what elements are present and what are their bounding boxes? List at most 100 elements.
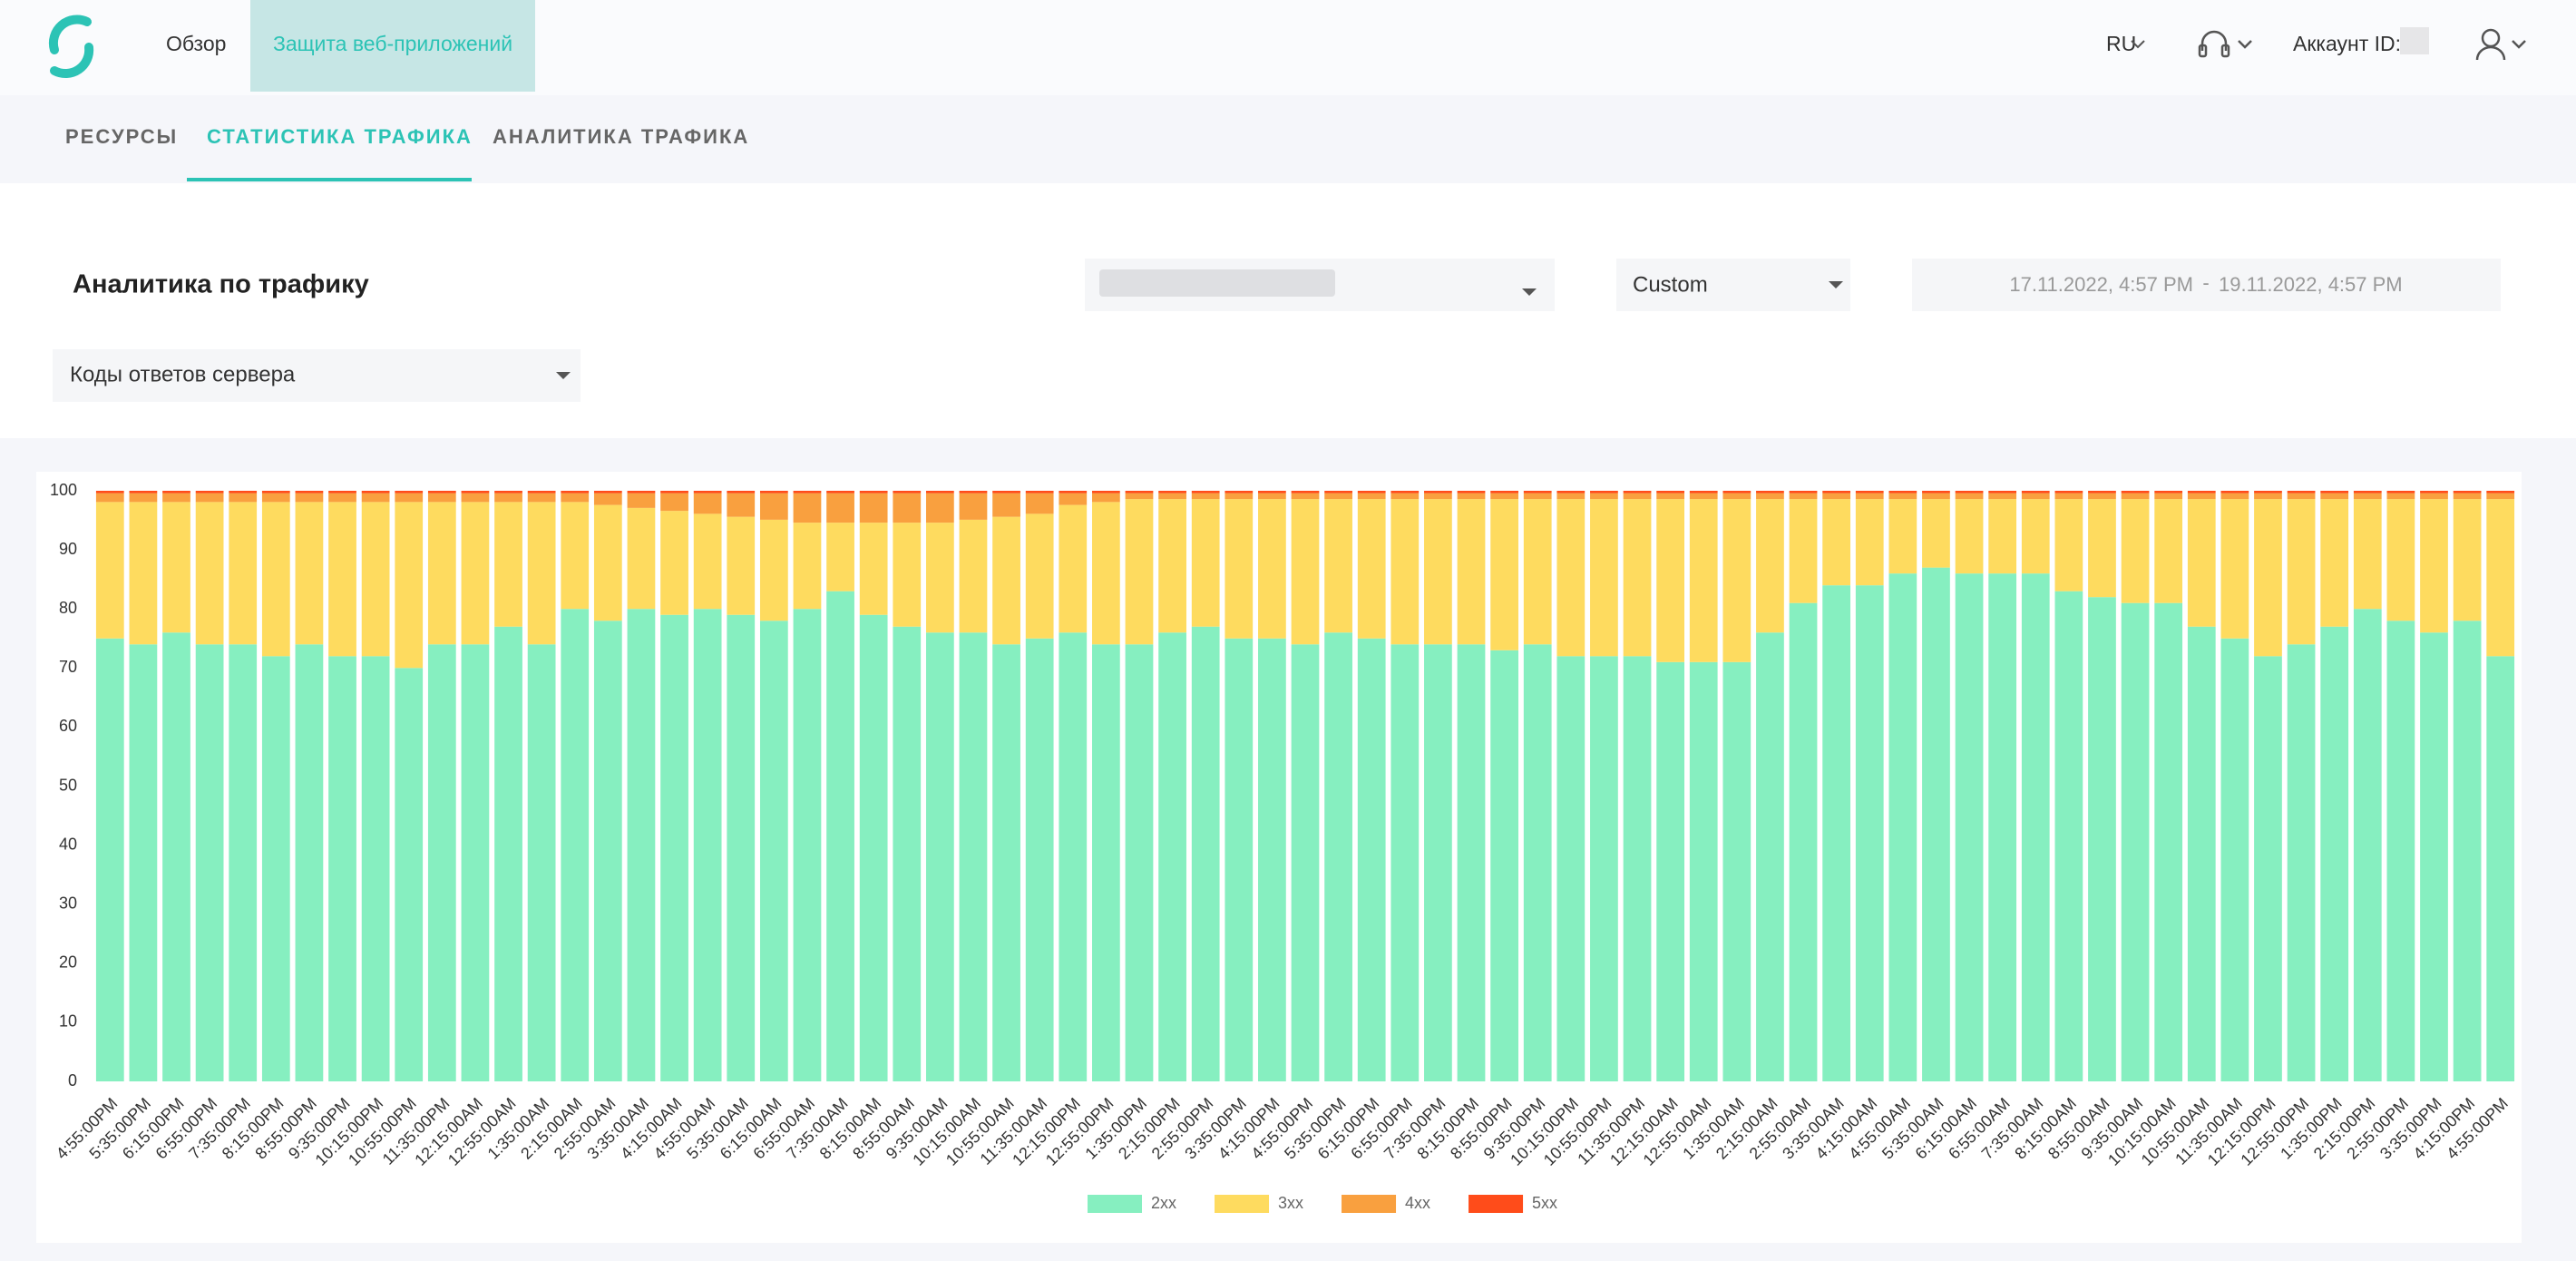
bar-segment: [494, 626, 522, 1081]
bar-segment: [1490, 491, 1518, 494]
bar-segment: [1025, 491, 1054, 494]
bar-segment: [859, 493, 888, 523]
legend-label: 2xx: [1151, 1194, 1176, 1212]
bar-segment: [2121, 493, 2150, 500]
bar-segment: [1125, 493, 1154, 500]
bar-segment: [295, 493, 324, 503]
bar-segment: [1191, 626, 1220, 1081]
bar-segment: [261, 502, 290, 657]
bar-segment: [2054, 499, 2083, 591]
period-value: Custom: [1633, 272, 1708, 297]
bar-segment: [959, 519, 988, 633]
bar-segment: [1490, 650, 1518, 1081]
bar-segment: [2054, 591, 2083, 1081]
bar-segment: [494, 502, 522, 627]
bar-segment: [1955, 573, 1984, 1081]
bar-segment: [593, 504, 622, 621]
bar-segment: [925, 632, 954, 1081]
y-tick-label: 50: [59, 776, 77, 794]
bar-segment: [2353, 493, 2382, 500]
bar-segment: [129, 491, 158, 494]
bar-segment: [627, 609, 656, 1081]
language[interactable]: RU: [2106, 32, 2136, 55]
bar-segment: [1955, 493, 1984, 500]
bar-segment: [2220, 499, 2249, 639]
bar-segment: [1590, 656, 1618, 1081]
bar-segment: [2420, 632, 2448, 1081]
bar-segment: [1025, 513, 1054, 639]
bar-segment: [627, 491, 656, 494]
bar-segment: [1590, 491, 1618, 494]
bar-segment: [1888, 493, 1917, 500]
tab-active[interactable]: СТАТИСТИКА ТРАФИКА: [207, 125, 473, 148]
bar-segment: [195, 644, 224, 1081]
bar-segment: [1556, 491, 1586, 494]
bar-segment: [261, 656, 290, 1081]
user-icon[interactable]: [2475, 28, 2526, 61]
y-tick-label: 60: [59, 717, 77, 735]
bar-segment: [2220, 493, 2249, 500]
bar-segment: [2287, 499, 2316, 645]
bar-segment: [793, 609, 822, 1081]
bar-segment: [859, 523, 888, 615]
bar-segment: [1722, 661, 1751, 1081]
bar-segment: [361, 493, 390, 503]
bar-segment: [2121, 499, 2150, 603]
bar-segment: [561, 493, 590, 503]
bar-segment: [1191, 491, 1220, 494]
date-range[interactable]: [1912, 259, 2501, 311]
legend-label: 5xx: [1532, 1194, 1557, 1212]
tab[interactable]: АНАЛИТИКА ТРАФИКА: [493, 125, 749, 148]
logo[interactable]: [48, 15, 94, 79]
bar-segment: [1390, 499, 1420, 645]
bar-segment: [959, 491, 988, 494]
bar-segment: [959, 493, 988, 520]
bar-segment: [1025, 638, 1054, 1081]
bar-segment: [2088, 491, 2116, 494]
bar-segment: [2254, 491, 2282, 494]
period-select[interactable]: [1616, 259, 1850, 311]
bar-segment: [461, 502, 490, 645]
bar-segment: [925, 523, 954, 633]
y-tick-label: 80: [59, 599, 77, 617]
bar-segment: [2320, 493, 2349, 500]
bar-segment: [2220, 491, 2249, 494]
bar-segment: [893, 523, 922, 627]
bar-segment: [1922, 567, 1950, 1081]
bar-segment: [1490, 493, 1518, 500]
bar-segment: [1623, 491, 1652, 494]
nav-waf[interactable]: Защита веб-приложений: [273, 32, 512, 55]
bar-segment: [2353, 499, 2382, 610]
legend-swatch: [1469, 1195, 1524, 1213]
bar-segment: [395, 493, 424, 503]
bar-segment: [129, 644, 158, 1081]
tab[interactable]: РЕСУРСЫ: [65, 125, 178, 148]
bar-segment: [593, 491, 622, 494]
bar-segment: [1025, 493, 1054, 514]
bar-segment: [494, 491, 522, 494]
bar-segment: [1125, 499, 1154, 645]
bar-segment: [1623, 499, 1652, 657]
nav-active-bg: [250, 0, 535, 92]
bar-segment: [660, 493, 688, 512]
nav-overview[interactable]: Обзор: [166, 32, 226, 55]
bar-segment: [1756, 493, 1784, 500]
tab-bar: [0, 95, 2576, 183]
bar-segment: [1125, 644, 1154, 1081]
bar-segment: [1158, 491, 1186, 494]
bar-segment: [95, 502, 124, 639]
bar-segment: [1523, 491, 1552, 494]
bar-segment: [1457, 499, 1486, 645]
bar-segment: [859, 491, 888, 494]
bar-segment: [494, 493, 522, 503]
bar-segment: [2386, 499, 2415, 621]
support-icon[interactable]: [2198, 30, 2252, 58]
bar-segment: [2021, 493, 2050, 500]
bar-segment: [395, 668, 424, 1081]
bar-segment: [759, 493, 788, 520]
bar-segment: [2021, 499, 2050, 574]
y-tick-label: 70: [59, 658, 77, 676]
bar-segment: [2353, 609, 2382, 1081]
bar-segment: [2386, 621, 2415, 1081]
metric-select[interactable]: [53, 349, 581, 402]
